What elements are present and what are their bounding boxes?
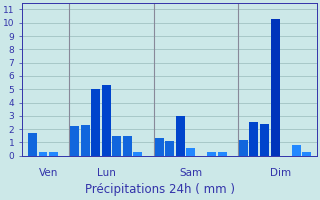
Text: Précipitations 24h ( mm ): Précipitations 24h ( mm ) xyxy=(85,183,235,196)
Bar xyxy=(112,136,121,156)
Bar xyxy=(302,152,311,156)
Bar xyxy=(186,148,195,156)
Bar xyxy=(218,152,227,156)
Bar xyxy=(239,140,248,156)
Bar xyxy=(155,138,164,156)
Bar xyxy=(102,85,111,156)
Bar xyxy=(123,136,132,156)
Bar xyxy=(176,116,185,156)
Bar xyxy=(38,152,47,156)
Bar xyxy=(165,141,174,156)
Bar xyxy=(270,19,279,156)
Bar xyxy=(81,125,90,156)
Bar xyxy=(28,133,37,156)
Text: Dim: Dim xyxy=(270,168,291,178)
Bar xyxy=(250,122,259,156)
Bar xyxy=(207,152,216,156)
Bar xyxy=(133,152,142,156)
Text: Lun: Lun xyxy=(97,168,116,178)
Bar xyxy=(49,152,58,156)
Bar xyxy=(292,145,300,156)
Text: Ven: Ven xyxy=(39,168,58,178)
Text: Sam: Sam xyxy=(179,168,202,178)
Bar xyxy=(91,89,100,156)
Bar xyxy=(260,124,269,156)
Bar xyxy=(70,126,79,156)
